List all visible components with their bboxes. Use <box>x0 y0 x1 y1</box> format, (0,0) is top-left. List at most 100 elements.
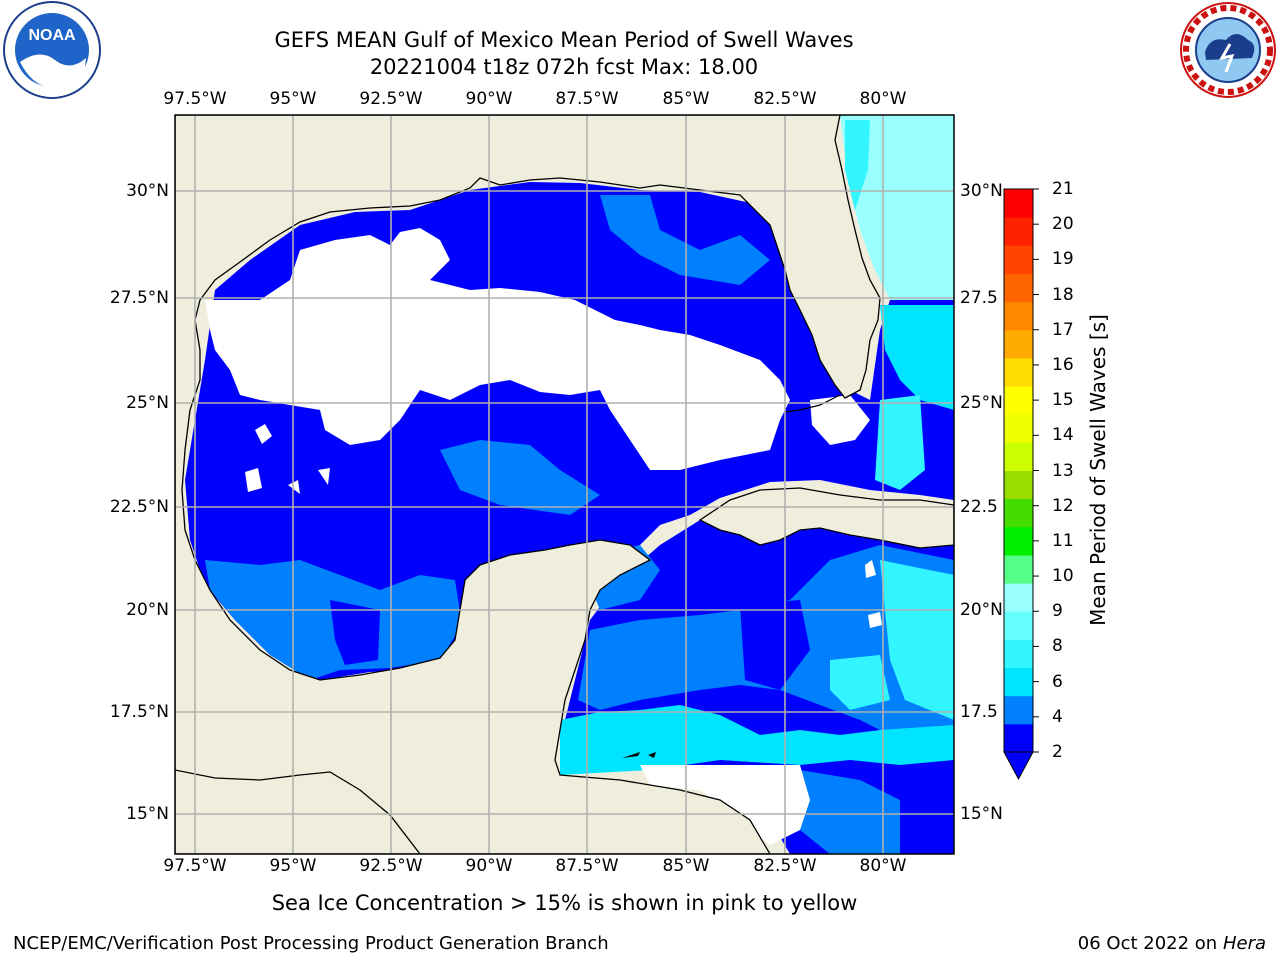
gulf-east-2-4s <box>600 195 770 285</box>
colorbar-tick-label: 15 <box>1052 390 1074 411</box>
lon-label-bottom: 95°W <box>269 856 317 876</box>
colorbar-segment <box>1004 667 1033 697</box>
colorbar-segment <box>1004 498 1033 528</box>
colorbar-segment <box>1004 386 1033 415</box>
colorbar-segment <box>1004 301 1033 331</box>
lon-label-top: 82.5°W <box>753 89 817 109</box>
lon-label-top: 80°W <box>859 89 907 109</box>
bahamas-cyan <box>875 395 925 490</box>
gulf-coast-land <box>175 115 881 854</box>
colorbar-segment <box>1004 639 1033 669</box>
colorbar-segment <box>1004 414 1033 443</box>
lon-label-bottom: 97.5°W <box>163 856 227 876</box>
colorbar-segment <box>1004 611 1033 640</box>
colorbar-segment <box>1004 189 1033 218</box>
florida-keys <box>784 394 841 413</box>
colorbar-label: Mean Period of Swell Waves [s] <box>1086 314 1110 626</box>
colorbar-extend-arrow <box>1003 751 1034 781</box>
colorbar-tick-label: 6 <box>1052 671 1063 692</box>
lat-label-right: 20°N <box>960 600 1003 620</box>
nodata-straits <box>810 395 870 445</box>
graticule <box>175 115 954 854</box>
colorbar-tick-label: 13 <box>1052 460 1074 481</box>
lat-label-left: 22.5°N <box>109 497 169 517</box>
chart-subtitle: 20221004 t18z 072h fcst Max: 18.00 <box>369 55 759 79</box>
nodata-north-gulf <box>205 228 790 470</box>
lon-label-bottom: 82.5°W <box>753 856 817 876</box>
footer-date-text: 06 Oct 2022 on <box>1077 933 1223 954</box>
colorbar-tick-label: 17 <box>1052 319 1074 340</box>
colorbar-segment <box>1004 273 1033 303</box>
caribbean-deep-patch <box>740 600 810 690</box>
lon-label-bottom: 92.5°W <box>359 856 423 876</box>
colorbar-tick-label: 10 <box>1052 566 1074 587</box>
lat-label-right: 30°N <box>960 181 1003 201</box>
footer-host: Hera <box>1222 933 1266 954</box>
atlantic-shelf <box>845 120 870 210</box>
sea-ice-note: Sea Ice Concentration > 15% is shown in … <box>271 891 858 915</box>
cuba-land <box>698 487 954 549</box>
colorbar-tick-label: 18 <box>1052 284 1074 305</box>
lat-label-left: 15°N <box>126 804 169 824</box>
colorbar-segment <box>1004 245 1033 274</box>
lon-label-top: 92.5°W <box>359 89 423 109</box>
colorbar-tick-marks <box>1033 188 1039 753</box>
colorbar-segment <box>1004 470 1033 500</box>
straits-cyan <box>880 305 954 410</box>
colorbar <box>1003 189 1034 781</box>
noaa-logo: NOAA <box>3 1 101 99</box>
colorbar-tick-label: 9 <box>1052 601 1063 622</box>
honduras-islands <box>622 752 656 758</box>
caribbean-cyan-east <box>880 560 954 720</box>
gulf-deep-patch <box>330 600 380 665</box>
lat-label-right: 15°N <box>960 804 1003 824</box>
colorbar-tick-label: 16 <box>1052 354 1074 375</box>
caribbean-cyan-mid <box>830 655 890 710</box>
colorbar-segment <box>1004 217 1033 246</box>
footer-date: 06 Oct 2022 on Hera <box>1078 933 1266 954</box>
colorbar-tick-label: 11 <box>1052 530 1074 551</box>
lat-label-left: 27.5°N <box>109 288 169 308</box>
lon-label-bottom: 87.5°W <box>555 856 619 876</box>
nws-logo <box>1180 2 1276 98</box>
chart-title: GEFS MEAN Gulf of Mexico Mean Period of … <box>274 28 854 52</box>
colorbar-tick-label: 12 <box>1052 495 1074 516</box>
lon-label-top: 95°W <box>269 89 317 109</box>
lon-label-top: 85°W <box>662 89 710 109</box>
lon-label-top: 87.5°W <box>555 89 619 109</box>
colorbar-tick-label: 19 <box>1052 249 1074 270</box>
lon-label-bottom: 90°W <box>465 856 513 876</box>
lat-label-left: 17.5°N <box>109 702 169 722</box>
lat-label-left: 20°N <box>126 600 169 620</box>
lat-label-left: 30°N <box>126 181 169 201</box>
colorbar-segment <box>1004 357 1033 387</box>
lon-label-bottom: 80°W <box>859 856 907 876</box>
lat-label-left: 25°N <box>126 393 169 413</box>
map-frame <box>174 114 955 855</box>
lon-label-top: 97.5°W <box>163 89 227 109</box>
colorbar-tick-label: 8 <box>1052 636 1063 657</box>
lat-label-right: 22.5 <box>960 497 998 517</box>
colorbar-segment <box>1004 442 1033 471</box>
colorbar-tick-label: 20 <box>1052 214 1074 235</box>
lon-label-top: 90°W <box>465 89 513 109</box>
colorbar-segment <box>1004 695 1033 725</box>
gulf-central-2-4s <box>440 440 600 515</box>
colorbar-segment <box>1004 583 1033 612</box>
caribbean-south-2-4s <box>800 770 900 854</box>
noaa-logo-text: NOAA <box>28 27 76 44</box>
colorbar-tick-label: 2 <box>1052 742 1063 762</box>
colorbar-tick-label: 4 <box>1052 706 1063 727</box>
colorbar-tick-label: 14 <box>1052 425 1074 446</box>
atlantic-ocean <box>840 115 954 300</box>
lon-label-bottom: 85°W <box>662 856 710 876</box>
colorbar-segment <box>1004 554 1033 584</box>
caribbean-cyan-south <box>560 705 954 775</box>
colorbar-segment <box>1004 329 1033 359</box>
colorbar-segment <box>1004 723 1033 753</box>
footer-credit: NCEP/EMC/Verification Post Processing Pr… <box>13 933 609 954</box>
colorbar-segment <box>1004 526 1033 556</box>
colorbar-tick-label: 21 <box>1052 179 1074 199</box>
map-plot-area <box>175 115 954 854</box>
